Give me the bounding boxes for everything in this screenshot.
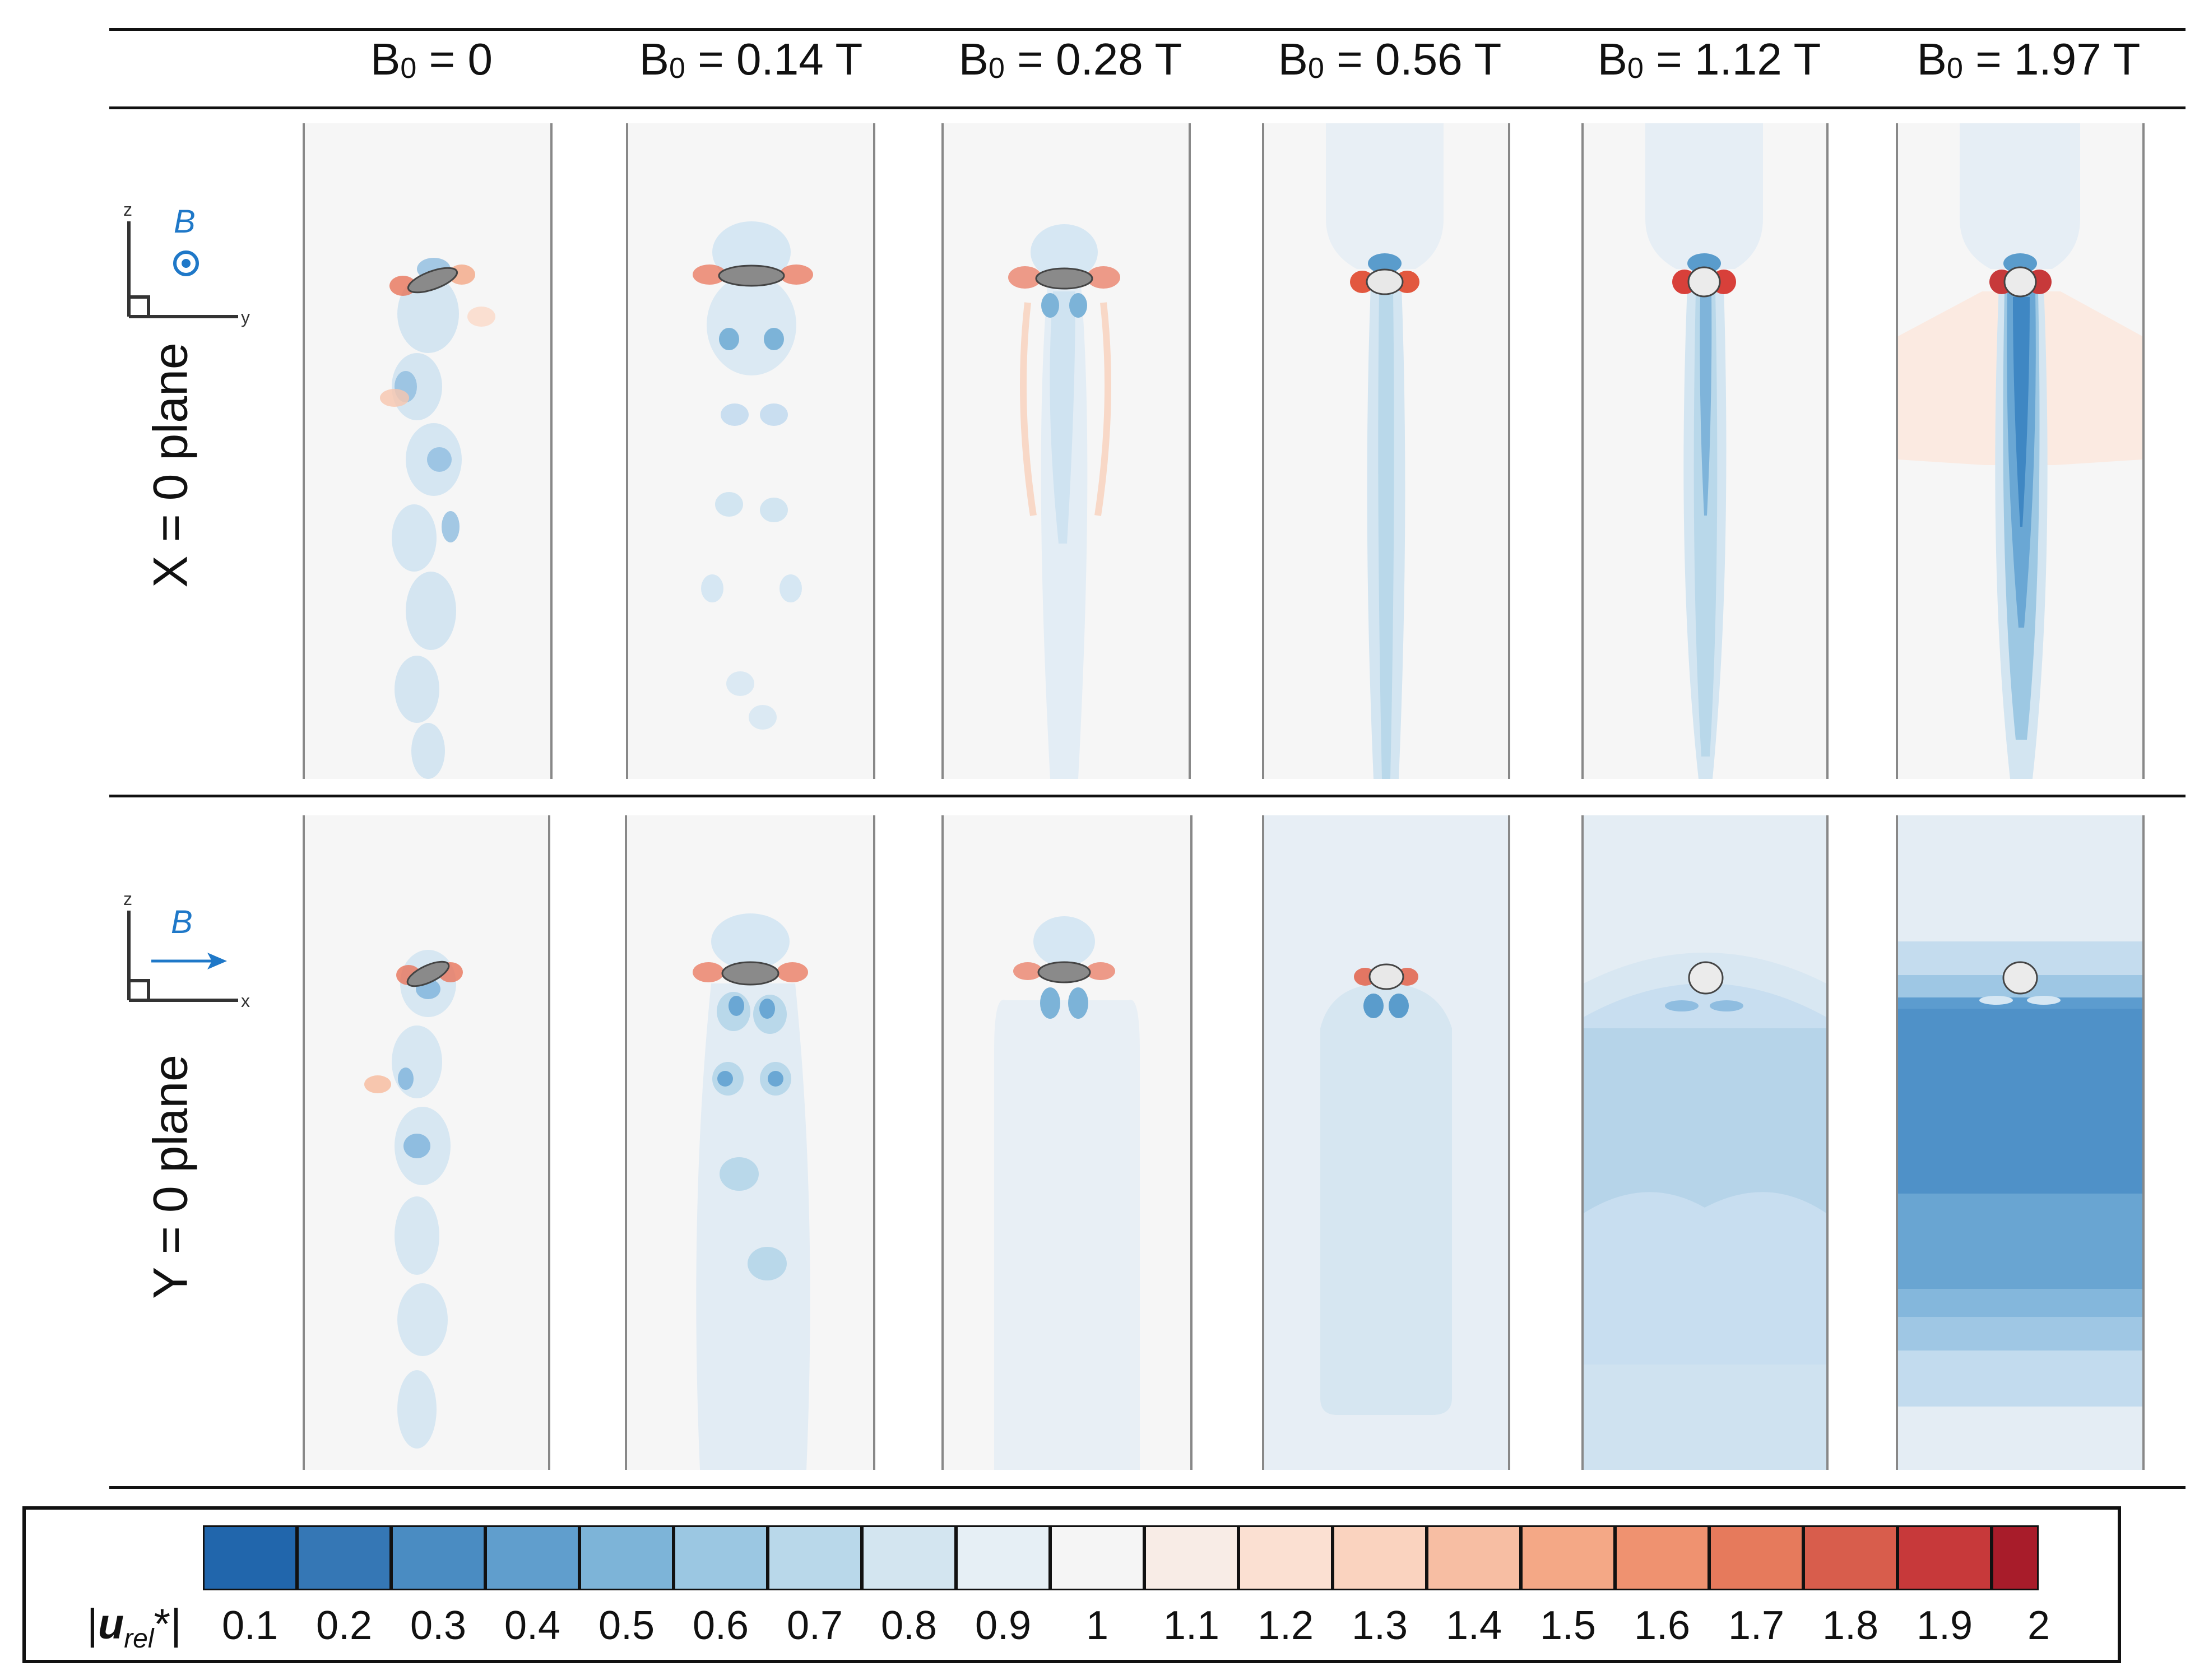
column-title-6: B0 = 1.97 T [1917,34,2141,85]
colorbar-tick-label: 1.8 [1822,1603,1879,1648]
row-divider [109,795,2186,797]
colorbar-swatch [579,1525,674,1590]
colorbar-tick-label: 1.5 [1539,1603,1597,1648]
top-rule [109,28,2186,31]
contour-panel-r1-c1 [303,123,553,779]
field-b-label: B [171,904,193,940]
colorbar-tick-label: 0.3 [410,1603,467,1648]
colorbar-tick-label: 1.4 [1445,1603,1502,1648]
colorbar-swatch [674,1525,768,1590]
column-title-5: B0 = 1.12 T [1597,34,1821,85]
out-of-plane-dot-icon [173,250,199,276]
colorbar-swatch [862,1525,956,1590]
colorbar-swatch [1144,1525,1238,1590]
contour-panel-r1-c6 [1896,123,2145,779]
colorbar-tick-label: 1.7 [1728,1603,1785,1648]
colorbar-swatch [1521,1525,1615,1590]
contour-panel-r2-c5 [1581,815,1829,1470]
colorbar-tick-label: 0.2 [315,1603,373,1648]
contour-panel-r1-c5 [1581,123,1829,779]
contour-panel-r2-c2 [625,815,875,1470]
column-title-1: B0 = 0 [370,34,493,85]
axes-icon-row1: z y B [123,199,250,327]
axis-z-label: z [123,199,132,220]
contour-panel-r2-c1 [303,815,550,1470]
contour-panel-r2-c4 [1262,815,1510,1470]
field-b-label: B [174,203,196,240]
row-label-y-plane: Y = 0 plane [143,1055,198,1299]
axis-y-label: y [241,307,250,327]
colorbar-tick-label: 1.2 [1257,1603,1314,1648]
colorbar-tick-label: 0.4 [504,1603,561,1648]
axis-x-label: x [241,991,250,1011]
bottom-rule [109,1486,2186,1489]
colorbar-swatch [1897,1525,1992,1590]
column-title-4: B0 = 0.56 T [1278,34,1502,85]
colorbar-tick-label: 1.1 [1163,1603,1220,1648]
column-title-3: B0 = 0.28 T [958,34,1182,85]
contour-panel-r1-c3 [941,123,1191,779]
colorbar-swatch [203,1525,297,1590]
colorbar-tick-label: 1.3 [1351,1603,1408,1648]
colorbar-swatch [1709,1525,1803,1590]
colorbar-legend-box [22,1506,2121,1663]
colorbar-swatch [1238,1525,1333,1590]
colorbar-swatch [1427,1525,1521,1590]
colorbar-tick-label: 0.9 [975,1603,1032,1648]
colorbar-swatch [768,1525,862,1590]
colorbar-tick-label: 1.9 [1916,1603,1973,1648]
colorbar-tick-label: 0.7 [786,1603,843,1648]
colorbar-tick-label: 1.6 [1634,1603,1691,1648]
contour-panel-r2-c3 [941,815,1193,1470]
axis-z-label: z [123,889,132,909]
colorbar-tick-label: 2 [2027,1603,2050,1648]
colorbar-swatch [1803,1525,1897,1590]
colorbar-tick-label: 0.6 [692,1603,749,1648]
row-label-x-plane: X = 0 plane [143,342,198,588]
colorbar-swatch [1615,1525,1709,1590]
colorbar-tick-label: 1 [1085,1603,1109,1648]
colorbar-swatch [1050,1525,1144,1590]
colorbar-swatch [391,1525,485,1590]
colorbar-swatch [297,1525,391,1590]
header-rule [109,106,2186,109]
column-title-2: B0 = 0.14 T [639,34,863,85]
colorbar-swatch [1333,1525,1427,1590]
contour-panel-r2-c6 [1896,815,2145,1470]
colorbar-swatch [485,1525,579,1590]
arrow-right-icon [151,953,227,969]
colorbar-swatch [1992,1525,2039,1590]
contour-panel-r1-c4 [1262,123,1510,779]
axes-icon-row2: z x B [123,889,250,1011]
colorbar-swatch [956,1525,1050,1590]
colorbar-tick-label: 0.1 [221,1603,279,1648]
contour-panel-r1-c2 [626,123,875,779]
colorbar-tick-label: 0.8 [880,1603,938,1648]
colorbar-tick-label: 0.5 [598,1603,655,1648]
colorbar-label: |urel*| [87,1600,182,1654]
